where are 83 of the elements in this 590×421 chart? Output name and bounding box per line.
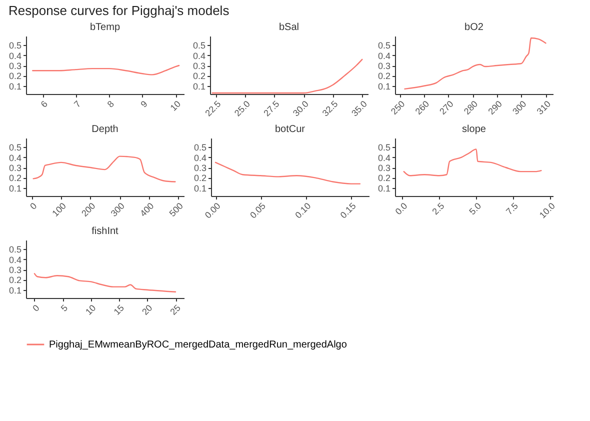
line-series: [403, 148, 542, 176]
y-tick-label: 0.1: [378, 81, 390, 92]
x-tick-label: 300: [510, 98, 528, 116]
x-tick-label: 2.5: [430, 200, 446, 217]
line-series: [404, 37, 546, 90]
x-tick-label: 7.5: [504, 200, 520, 217]
y-tick-label: 0.4: [8, 50, 22, 61]
x-tick-label: 270: [438, 98, 456, 116]
y-tick-label: 0.1: [194, 183, 206, 194]
y-tick-label: 0.3: [8, 265, 22, 276]
line-series: [32, 64, 180, 76]
y-tick-label: 0.3: [8, 163, 22, 174]
x-tick-label: 20: [140, 302, 154, 317]
x-tick-label: 30.0: [291, 98, 310, 118]
x-tick-label: 500: [167, 200, 186, 218]
y-tick-label: 0.2: [192, 71, 206, 82]
y-tick-label: 0.3: [378, 163, 390, 174]
x-tick-label: 400: [138, 200, 156, 218]
x-tick-label: 0.10: [293, 200, 313, 220]
y-tick-label: 0.3: [8, 61, 22, 72]
y-tick-label: 0.2: [378, 71, 390, 82]
y-tick-label: 0.2: [8, 275, 22, 286]
x-tick-label: 280: [462, 98, 480, 116]
chart-title: bTemp: [90, 22, 120, 33]
y-tick-label: 0.5: [194, 142, 206, 153]
line-series: [214, 162, 361, 184]
y-tick-label: 0.3: [378, 61, 390, 72]
x-tick-label: 0: [28, 200, 39, 212]
x-tick-label: 35.0: [350, 98, 370, 118]
x-tick-label: 7: [72, 98, 83, 110]
y-tick-label: 0.3: [192, 61, 206, 72]
x-tick-label: 5.0: [467, 200, 484, 217]
y-tick-label: 0.5: [8, 40, 22, 51]
legend-label: Pigghaj_EMwmeanByROC_mergedData_mergedRun_mergedAlgo: [49, 340, 348, 350]
y-tick-label: 0.4: [8, 152, 22, 163]
y-tick-label: 0.2: [194, 173, 206, 184]
x-tick-label: 9: [138, 98, 150, 110]
x-tick-label: 0.00: [202, 200, 222, 220]
x-tick-label: 0.0: [393, 200, 410, 217]
y-tick-label: 0.2: [378, 173, 390, 184]
x-tick-label: 15: [112, 302, 126, 317]
line-series: [34, 272, 176, 292]
x-tick-label: 6: [38, 98, 50, 110]
y-tick-label: 0.4: [378, 50, 390, 61]
text: Response curves for Pigghaj's models: [8, 3, 230, 18]
x-tick-label: 10: [168, 98, 183, 113]
y-tick-label: 0.4: [8, 254, 22, 265]
x-tick-label: 260: [413, 98, 432, 116]
chart-title: botCur: [274, 124, 306, 135]
x-tick-label: 10: [84, 302, 98, 317]
chart-title: bO2: [464, 22, 484, 33]
y-tick-label: 0.5: [8, 244, 22, 255]
y-tick-label: 0.4: [378, 152, 390, 163]
y-tick-label: 0.5: [192, 40, 206, 51]
x-tick-label: 310: [534, 98, 553, 116]
y-tick-label: 0.1: [8, 81, 22, 92]
x-tick-label: 300: [108, 200, 126, 218]
x-tick-label: 25: [168, 302, 182, 317]
chart-title: fishInt: [92, 226, 119, 237]
y-tick-label: 0.2: [8, 173, 22, 184]
y-tick-label: 0.1: [8, 285, 22, 296]
x-tick-label: 8: [105, 98, 116, 110]
y-tick-label: 0.5: [8, 142, 22, 153]
line-series: [212, 58, 363, 94]
line-series: [32, 156, 176, 182]
x-tick-label: 290: [486, 98, 504, 116]
y-tick-label: 0.4: [192, 50, 206, 61]
chart-title: Depth: [92, 124, 118, 135]
y-tick-label: 0.4: [194, 152, 206, 163]
y-tick-label: 0.1: [192, 81, 206, 92]
x-tick-label: 5: [58, 302, 70, 314]
x-tick-label: 250: [389, 98, 407, 116]
y-tick-label: 0.5: [378, 40, 390, 51]
y-tick-label: 0.2: [8, 71, 22, 82]
y-tick-label: 0.3: [194, 163, 206, 174]
y-tick-label: 0.1: [8, 183, 22, 194]
x-tick-label: 200: [80, 200, 98, 218]
y-tick-label: 0.1: [378, 183, 390, 194]
x-tick-label: 0: [30, 302, 42, 314]
chart-title: bSal: [278, 22, 300, 33]
x-tick-label: 100: [50, 200, 68, 218]
chart-title: slope: [462, 124, 486, 135]
y-tick-label: 0.5: [378, 142, 390, 153]
